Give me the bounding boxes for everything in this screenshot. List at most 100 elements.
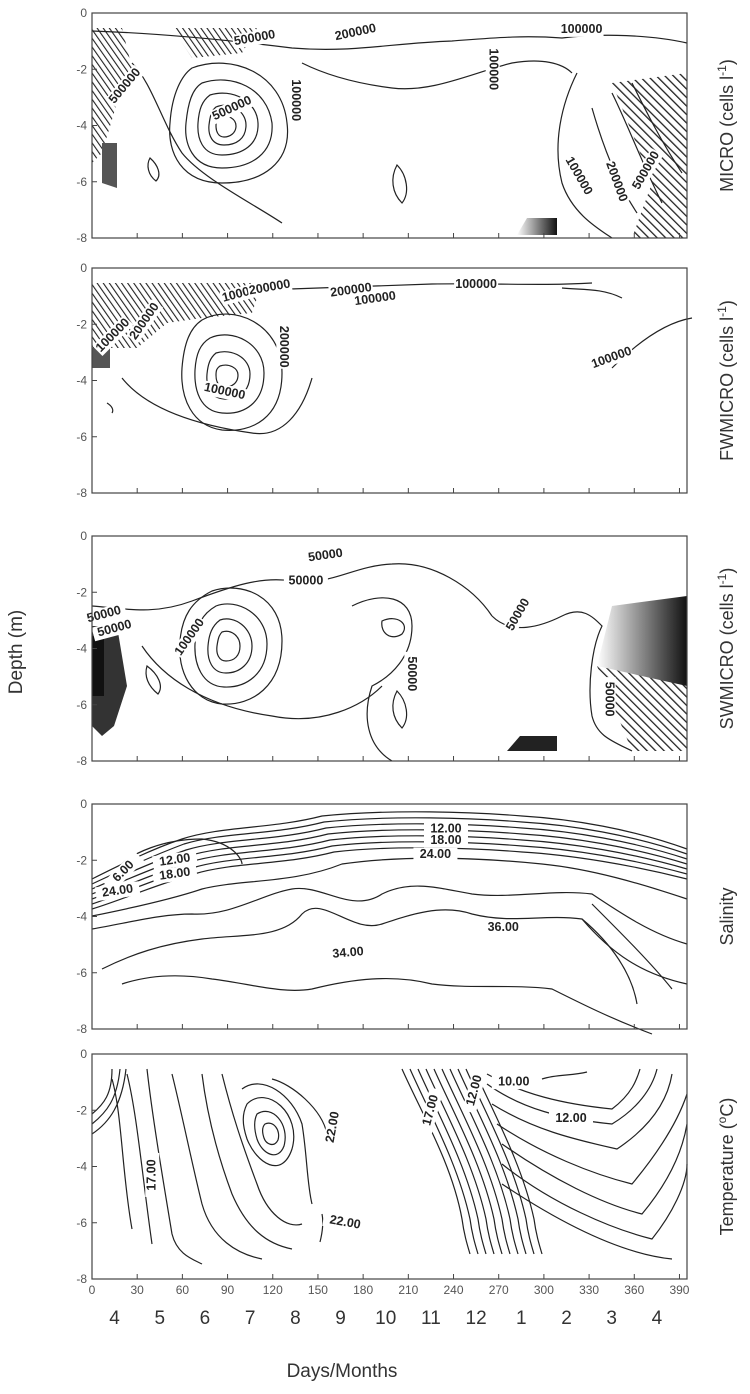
- y-tick-label: -8: [76, 231, 87, 245]
- panel-label-temperature: Temperature (oC): [715, 1098, 737, 1236]
- contour-label-bg: [283, 574, 328, 588]
- month-label: 2: [561, 1308, 572, 1329]
- contour-label-bg: [152, 850, 198, 871]
- panel-salinity: 6.00 12.0018.0024.0012.0018.0024.0034.003…: [91, 811, 688, 1035]
- x-tick-labels: 0 30 60 90 120 150 180 210 240 270 300 330 360 390: [89, 1283, 690, 1297]
- contour-label: 12.00: [430, 822, 461, 836]
- y-tick-label: 0: [80, 1047, 87, 1061]
- contour-label: 100000: [561, 22, 603, 36]
- month-label: 8: [290, 1308, 301, 1329]
- x-tick-label: 90: [221, 1283, 235, 1297]
- contour-label: 22.00: [329, 1212, 362, 1231]
- contour-label-bg: [322, 1212, 368, 1234]
- contour-label-bg: [485, 47, 500, 92]
- month-label: 4: [109, 1308, 120, 1329]
- panel-fwmicro-contours: [106, 282, 693, 435]
- contour-label: 18.00: [430, 833, 461, 847]
- contour-label-bg: [413, 847, 458, 862]
- panel-swmicro-dense-regions: [92, 596, 687, 751]
- panel-salinity-labels: 6.00 12.0018.0024.0012.0018.0024.0034.003…: [94, 822, 526, 962]
- y-tick-label: -6: [76, 966, 87, 980]
- y-tick-label: -8: [76, 754, 87, 768]
- y-tick-label: 0: [80, 529, 87, 543]
- contour-label-bg: [288, 78, 303, 123]
- month-label: 12: [466, 1308, 487, 1329]
- contour-label-bg: [332, 21, 379, 45]
- contour-label: 50000: [405, 656, 419, 691]
- contour-label: 100000: [455, 277, 497, 291]
- contour-label-bg: [549, 1111, 594, 1126]
- contour-label-bg: [246, 276, 293, 299]
- contour-label-bg: [105, 64, 145, 108]
- y-tick-label: -4: [76, 910, 87, 924]
- y-tick-label: 0: [80, 261, 87, 275]
- x-tick-label: 150: [308, 1283, 328, 1297]
- y-tick-label: -6: [76, 175, 87, 189]
- x-tick-label: 210: [398, 1283, 418, 1297]
- panel-micro-contours: [91, 30, 688, 239]
- y-tick-label: -4: [76, 119, 87, 133]
- month-labels: 4 5 6 7 8 9 10 11 12 1 2 3 4: [109, 1308, 662, 1329]
- contour-label-bg: [602, 158, 631, 205]
- contour-label-bg: [322, 1104, 344, 1151]
- y-tick-label: -6: [76, 1216, 87, 1230]
- panel-temperature-contours: [91, 1068, 688, 1265]
- contour-label-bg: [501, 592, 536, 638]
- panel-micro-axes: 0 -2 -4 -6 -8: [76, 6, 688, 245]
- contour-label-bg: [126, 299, 164, 344]
- contour-label-bg: [94, 881, 141, 902]
- month-label: 3: [606, 1308, 617, 1329]
- y-tick-label: -8: [76, 1022, 87, 1036]
- contour-label: 200000: [603, 160, 630, 204]
- contour-label: 12.00: [158, 850, 191, 868]
- y-tick-label: -8: [76, 486, 87, 500]
- x-tick-label: 60: [176, 1283, 190, 1297]
- panel-micro-dense-regions: [92, 28, 687, 238]
- contour-label: 50000: [289, 573, 324, 587]
- contour-label-bg: [171, 615, 209, 660]
- x-tick-label: 360: [624, 1283, 644, 1297]
- panel-salinity-contours: [91, 811, 688, 1035]
- x-tick-label: 330: [579, 1283, 599, 1297]
- x-tick-label: 30: [131, 1283, 145, 1297]
- contour-label-bg: [491, 1075, 536, 1090]
- panel-label-fwmicro: FWMICRO (cells l-1): [715, 300, 737, 461]
- panel-swmicro-contours: [91, 563, 633, 762]
- month-label: 7: [245, 1308, 256, 1329]
- y-tick-label: 0: [80, 797, 87, 811]
- contour-label-bg: [352, 288, 398, 309]
- panel-labels: MICRO (cells l-1) FWMICRO (cells l-1) SWMI…: [715, 59, 737, 1235]
- contour-label: 34.00: [332, 944, 364, 961]
- contour-label-bg: [559, 22, 604, 37]
- contour-label: 50000: [602, 682, 616, 717]
- contour-label-bg: [423, 822, 468, 837]
- contour-label: 200000: [277, 326, 291, 368]
- contour-label-bg: [561, 153, 596, 199]
- contour-label-bg: [404, 651, 419, 696]
- month-label: 5: [154, 1308, 165, 1329]
- contour-label: 100000: [486, 48, 500, 90]
- contour-label-bg: [145, 1152, 160, 1197]
- month-label: 11: [421, 1308, 441, 1329]
- panel-temperature-frame: [91, 1053, 688, 1280]
- contour-label-bg: [231, 27, 278, 50]
- panel-label-swmicro: SWMICRO (cells l-1): [715, 568, 737, 730]
- contour-label: 100000: [589, 344, 633, 371]
- contour-label: 36.00: [488, 920, 519, 934]
- contour-label-bg: [588, 343, 635, 373]
- contour-label-bg: [629, 147, 664, 194]
- month-label: 6: [200, 1308, 211, 1329]
- contour-label: 50000: [307, 546, 343, 565]
- contour-label-bg: [481, 920, 526, 935]
- y-axis-label: Depth (m): [6, 610, 27, 694]
- x-tick-label: 120: [263, 1283, 283, 1297]
- contour-label-bg: [91, 616, 138, 642]
- panel-temperature-axes: 0 -2 -4 -6 -8: [76, 1047, 688, 1286]
- contour-label: 12.00: [555, 1111, 586, 1125]
- contour-label: 18.00: [158, 865, 191, 883]
- contour-label-bg: [423, 833, 468, 848]
